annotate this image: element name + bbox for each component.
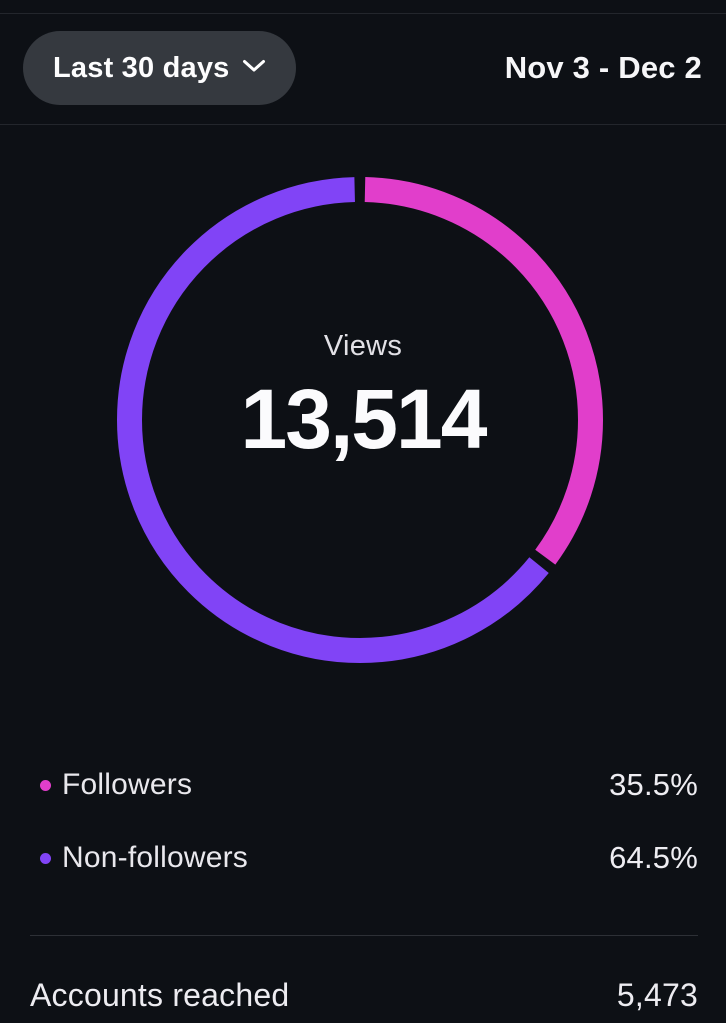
legend-row-followers: Followers 35.5% [0,767,726,802]
legend-label-followers: Followers [62,768,193,801]
legend-label-non-followers: Non-followers [62,841,248,874]
chevron-down-icon [242,60,265,72]
legend-value-non-followers: 64.5% [609,840,698,875]
legend-value-followers: 35.5% [609,767,698,802]
non-followers-dot-icon [40,852,51,864]
accounts-reached-row[interactable]: Accounts reached 5,473 [0,968,726,1023]
followers-dot-icon [40,779,51,791]
views-donut-chart [117,177,603,663]
donut-segment-followers [117,177,603,663]
accounts-reached-value: 5,473 [616,977,698,1013]
donut-center-label: Views [323,330,403,362]
top-divider [0,13,726,14]
legend-row-non-followers: Non-followers 64.5% [0,840,726,875]
donut-center-value: 13,514 [240,372,488,466]
header-divider [0,124,726,125]
accounts-reached-label: Accounts reached [30,977,290,1013]
date-range-selector-button[interactable]: Last 30 days [23,31,296,105]
date-range-label: Nov 3 - Dec 2 [504,50,702,85]
footer-divider [30,935,698,936]
donut-segment-non-followers [117,177,603,663]
date-range-selector-label: Last 30 days [53,51,230,84]
